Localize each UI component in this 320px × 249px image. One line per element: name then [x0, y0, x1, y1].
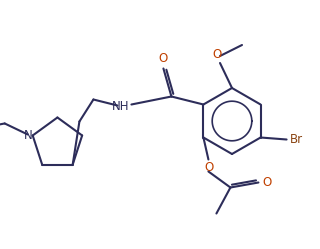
Text: Br: Br: [290, 133, 303, 146]
Text: O: O: [212, 48, 222, 61]
Text: NH: NH: [112, 100, 129, 113]
Text: N: N: [24, 129, 33, 142]
Text: O: O: [159, 52, 168, 65]
Text: O: O: [263, 176, 272, 189]
Text: O: O: [205, 161, 214, 174]
